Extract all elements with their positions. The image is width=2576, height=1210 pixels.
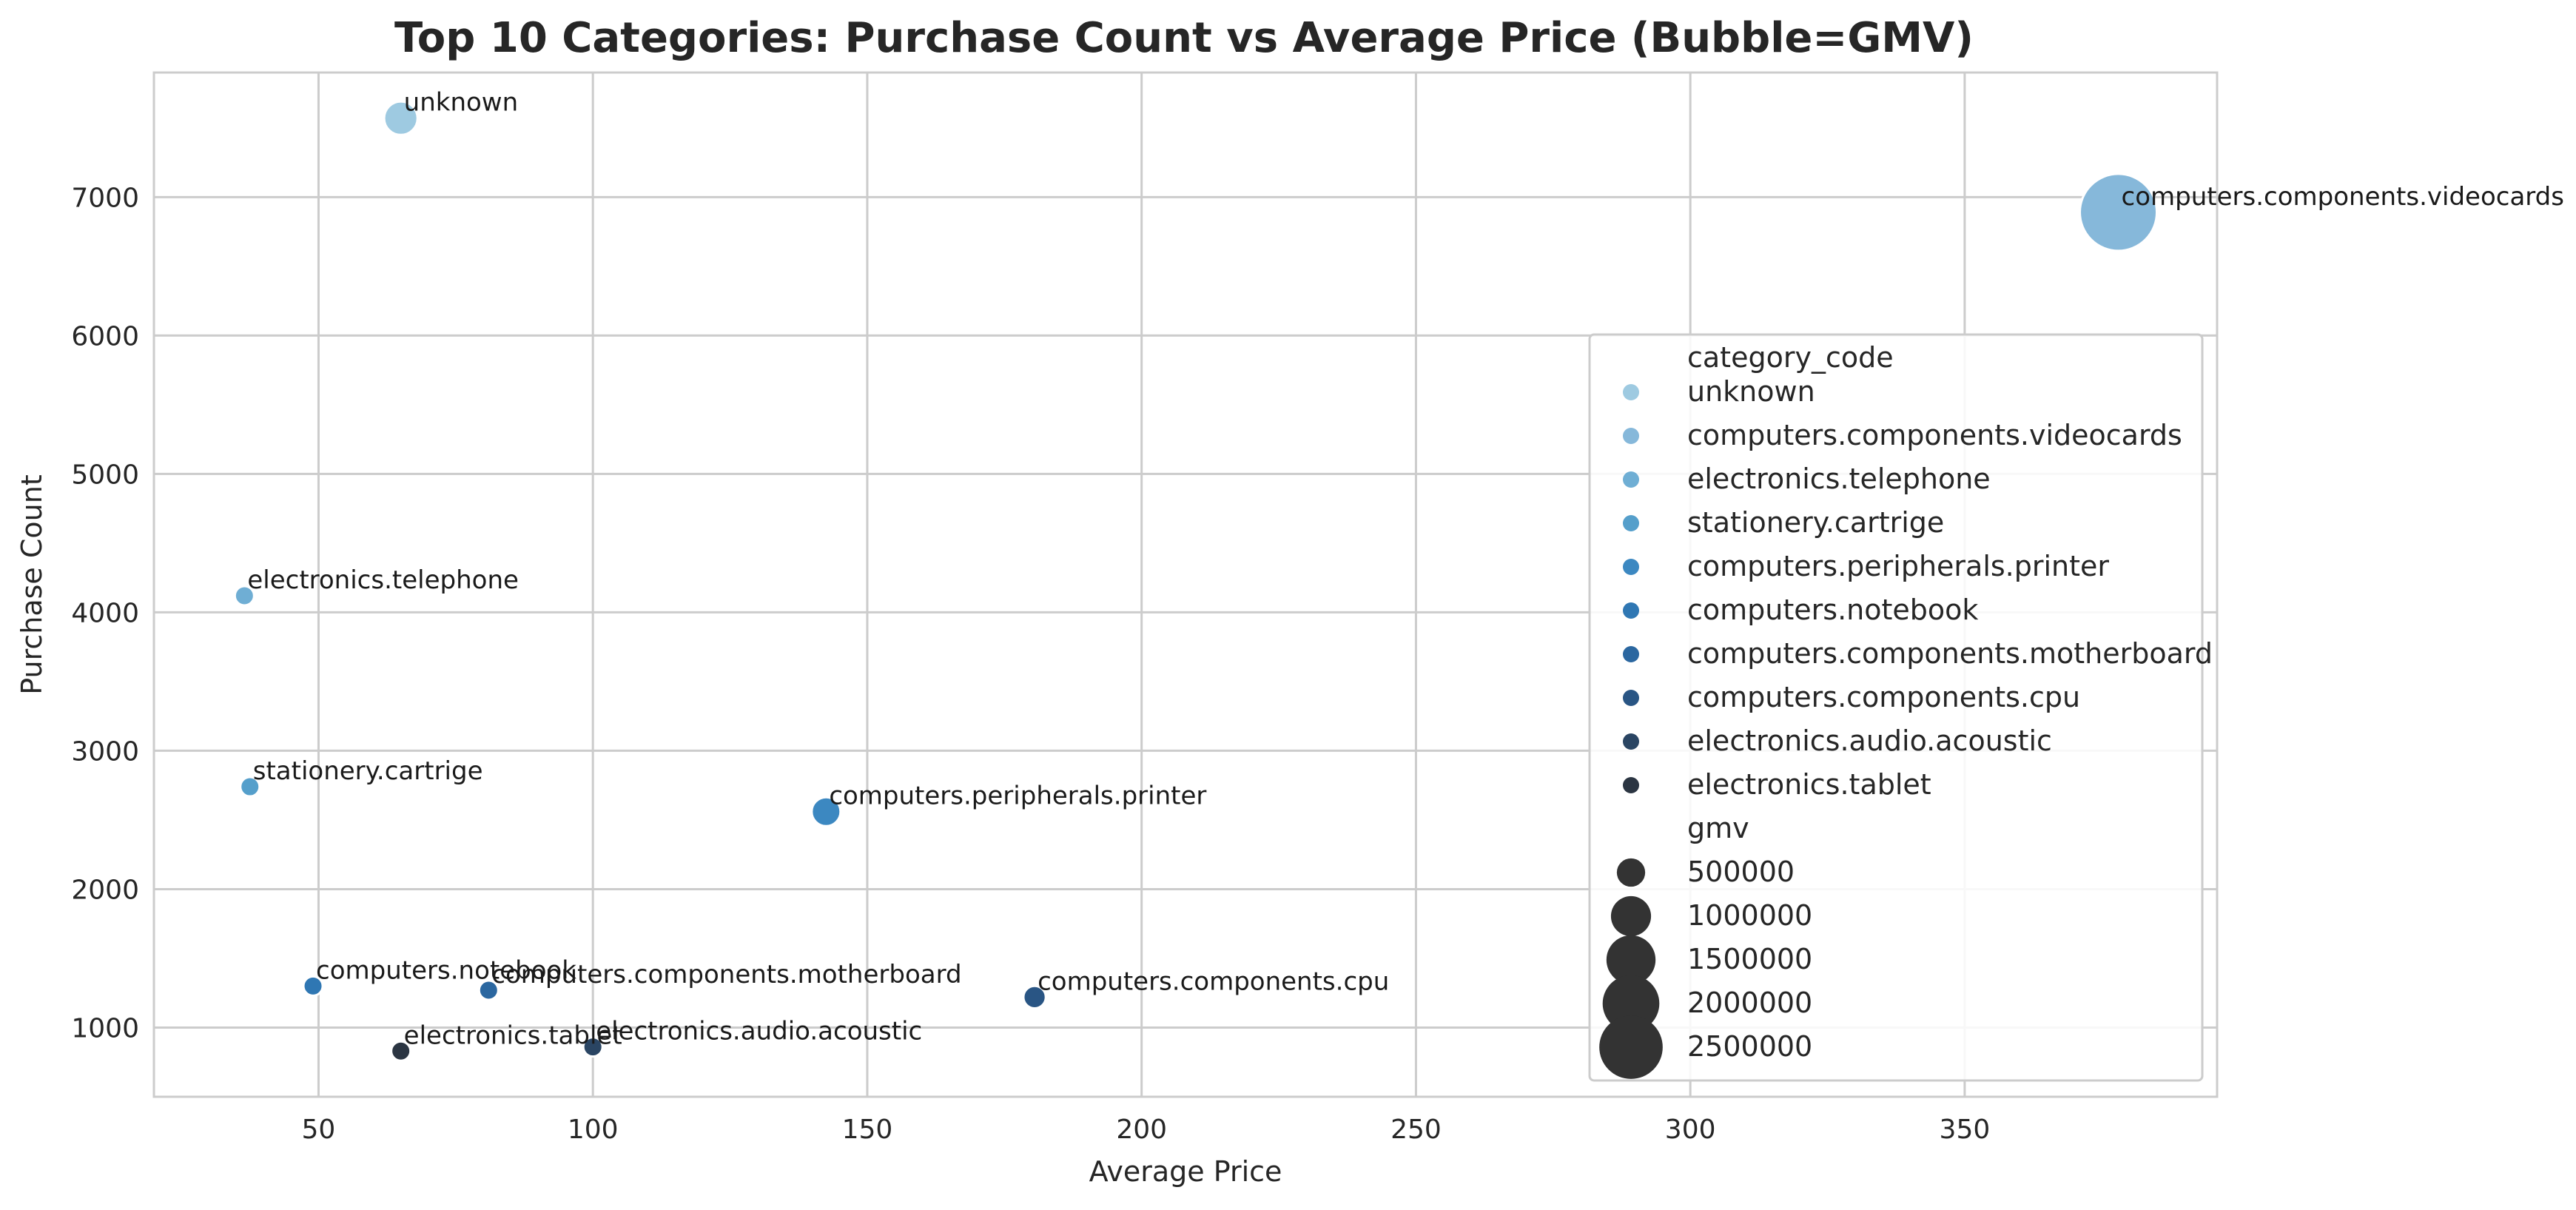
legend-marker bbox=[1623, 602, 1639, 619]
legend-size-label: 1500000 bbox=[1687, 943, 1812, 975]
point-label: computers.peripherals.printer bbox=[829, 782, 1206, 811]
x-tick-label: 100 bbox=[568, 1115, 619, 1145]
legend-size-label: 2500000 bbox=[1687, 1030, 1812, 1063]
legend-box bbox=[1588, 333, 2204, 1082]
bubble-point bbox=[239, 776, 261, 798]
legend-size-marker bbox=[1599, 1015, 1663, 1079]
legend-marker bbox=[1623, 471, 1639, 488]
point-label: unknown bbox=[404, 88, 519, 118]
legend-category-label: electronics.telephone bbox=[1687, 463, 1991, 495]
legend-size-label: 2000000 bbox=[1687, 987, 1812, 1019]
y-tick-label: 2000 bbox=[71, 875, 139, 905]
plot-frame bbox=[152, 71, 2219, 1098]
bubble-point bbox=[2079, 172, 2159, 252]
x-tick-label: 50 bbox=[302, 1115, 336, 1145]
legend: category_code unknown computers.component… bbox=[1588, 333, 2213, 1082]
legend-category-label: computers.components.cpu bbox=[1687, 681, 2080, 713]
legend-marker bbox=[1623, 428, 1639, 444]
legend-size-items: 500000 1000000 1500000 2000000 2500000 bbox=[1599, 856, 1812, 1079]
legend-marker bbox=[1623, 646, 1639, 662]
x-axis-label: Average Price bbox=[1089, 1155, 1282, 1188]
bubble-point bbox=[383, 100, 419, 136]
x-axis-ticks: 50 100 150 200 250 300 350 bbox=[302, 1115, 1991, 1145]
legend-marker bbox=[1623, 733, 1639, 750]
legend-category-label: electronics.tablet bbox=[1687, 768, 1931, 801]
bubble-point bbox=[233, 585, 255, 607]
legend-marker bbox=[1623, 690, 1639, 706]
legend-category-label: computers.notebook bbox=[1687, 594, 1978, 626]
legend-category-label: stationery.cartrige bbox=[1687, 506, 1944, 539]
point-label: computers.components.videocards bbox=[2122, 182, 2564, 212]
point-label: computers.notebook bbox=[316, 955, 576, 985]
legend-category-label: computers.peripherals.printer bbox=[1687, 550, 2109, 582]
legend-size-title: gmv bbox=[1687, 812, 1749, 844]
x-tick-label: 300 bbox=[1665, 1115, 1716, 1145]
x-tick-label: 350 bbox=[1940, 1115, 1991, 1145]
legend-size-marker bbox=[1610, 895, 1652, 937]
y-tick-label: 7000 bbox=[71, 183, 139, 213]
x-tick-label: 250 bbox=[1390, 1115, 1442, 1145]
y-tick-label: 3000 bbox=[71, 736, 139, 767]
legend-category-items: unknown computers.components.videocards el… bbox=[1623, 375, 2213, 801]
point-label: electronics.tablet bbox=[404, 1021, 622, 1050]
legend-marker bbox=[1623, 515, 1639, 531]
legend-size-marker bbox=[1616, 858, 1646, 887]
legend-size-label: 1000000 bbox=[1687, 899, 1812, 932]
chart-title: Top 10 Categories: Purchase Count vs Ave… bbox=[394, 14, 1974, 62]
x-tick-label: 150 bbox=[842, 1115, 893, 1145]
bubble-point bbox=[390, 1040, 412, 1062]
point-label: electronics.telephone bbox=[247, 565, 519, 595]
legend-category-label: computers.components.videocards bbox=[1687, 419, 2182, 451]
data-points bbox=[233, 100, 2159, 1062]
point-label: computers.components.motherboard bbox=[491, 960, 961, 989]
point-label: computers.components.cpu bbox=[1038, 967, 1389, 996]
y-tick-label: 1000 bbox=[71, 1013, 139, 1043]
y-tick-label: 6000 bbox=[71, 321, 139, 352]
y-axis-ticks: 1000 2000 3000 4000 5000 6000 7000 bbox=[71, 183, 139, 1043]
legend-marker bbox=[1623, 777, 1639, 793]
legend-size-marker bbox=[1606, 935, 1656, 985]
legend-category-label: electronics.audio.acoustic bbox=[1687, 725, 2052, 757]
point-label: electronics.audio.acoustic bbox=[596, 1017, 922, 1046]
y-tick-label: 5000 bbox=[71, 460, 139, 490]
legend-marker bbox=[1623, 384, 1639, 400]
bubble-point bbox=[302, 975, 324, 997]
bubble-point bbox=[477, 979, 500, 1001]
legend-size-marker bbox=[1602, 975, 1660, 1032]
point-label: stationery.cartrige bbox=[253, 756, 483, 786]
data-point-labels: unknown computers.components.videocards el… bbox=[247, 88, 2564, 1051]
legend-marker bbox=[1623, 559, 1639, 575]
legend-category-label: unknown bbox=[1687, 375, 1815, 408]
legend-category-label: computers.components.motherboard bbox=[1687, 637, 2213, 670]
legend-size-label: 500000 bbox=[1687, 856, 1795, 888]
bubble-point bbox=[810, 796, 842, 827]
x-tick-label: 200 bbox=[1116, 1115, 1167, 1145]
bubble-point bbox=[1022, 984, 1047, 1009]
y-tick-label: 4000 bbox=[71, 598, 139, 628]
legend-hue-title: category_code bbox=[1687, 341, 1894, 374]
bubble-point bbox=[582, 1036, 604, 1058]
y-axis-label: Purchase Count bbox=[16, 474, 48, 695]
